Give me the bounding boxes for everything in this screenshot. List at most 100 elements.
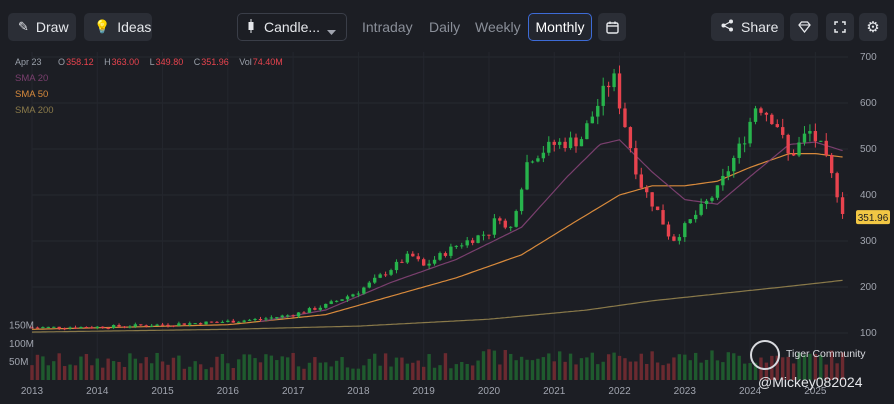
candle-body — [829, 155, 834, 174]
candle-body — [324, 303, 328, 308]
volume-bar — [530, 360, 535, 380]
volume-bar — [264, 354, 268, 380]
candle-body — [242, 320, 246, 322]
draw-button[interactable]: ✎ Draw — [8, 13, 76, 41]
candle-body — [160, 324, 165, 326]
tab-monthly[interactable]: Monthly — [528, 13, 592, 41]
candle-body — [525, 162, 529, 190]
candle-body — [449, 246, 453, 256]
volume-bar — [220, 353, 225, 380]
candle-body — [237, 321, 241, 323]
volume-bar — [514, 360, 518, 380]
candle-body — [421, 259, 426, 266]
candle-body — [552, 141, 556, 145]
candle-body — [334, 300, 339, 302]
legend-sma50[interactable]: SMA 50 — [15, 89, 49, 100]
candle-body — [139, 324, 143, 326]
ideas-button[interactable]: 💡 Ideas — [84, 13, 152, 41]
volume-bar — [204, 369, 208, 380]
volume-bar — [57, 353, 61, 380]
volume-bar — [155, 352, 159, 380]
tab-weekly[interactable]: Weekly — [475, 19, 521, 35]
volume-bar — [683, 354, 687, 380]
time-tick-label: 2014 — [86, 386, 109, 397]
calendar-button[interactable] — [598, 13, 626, 41]
volume-bar — [68, 364, 72, 380]
volume-bar — [188, 366, 192, 380]
tab-intraday[interactable]: Intraday — [362, 19, 413, 35]
candle-body — [258, 319, 263, 321]
volume-bar — [285, 357, 290, 380]
volume-bar — [612, 352, 616, 380]
volume-bar — [568, 353, 573, 380]
volume-bar — [253, 358, 257, 380]
time-tick-label: 2017 — [282, 386, 305, 397]
candle-body — [155, 324, 159, 326]
candle-body — [574, 137, 578, 147]
candle-body — [122, 326, 127, 328]
candles — [30, 65, 845, 331]
volume-bar — [639, 353, 643, 380]
time-tick-label: 2013 — [21, 386, 44, 397]
candle-body — [781, 127, 785, 135]
volume-bar — [715, 360, 720, 380]
volume-bar — [345, 367, 350, 380]
candle-body — [394, 261, 399, 271]
volume-bar — [775, 355, 779, 380]
candle-body — [786, 134, 790, 154]
candle-body — [666, 224, 671, 237]
volume-bar — [106, 358, 110, 380]
volume-bar — [634, 361, 638, 380]
candle-body — [808, 131, 812, 134]
volume-bar — [378, 365, 382, 380]
volume-tick-label: 100M — [9, 339, 34, 350]
candle-body — [530, 161, 535, 163]
candle-body — [677, 237, 682, 241]
volume-bar — [661, 365, 665, 380]
candle-body — [813, 131, 818, 142]
volume-bar — [198, 364, 203, 380]
candle-body — [557, 141, 562, 145]
volume-bar — [177, 355, 181, 380]
volume-bar — [737, 355, 741, 380]
settings-button[interactable]: ⚙ — [859, 13, 887, 41]
volume-bar — [367, 358, 371, 380]
candle-body — [547, 141, 551, 153]
premium-button[interactable] — [790, 13, 818, 41]
fullscreen-button[interactable] — [826, 13, 854, 41]
share-button[interactable]: Share — [711, 13, 784, 41]
candle-body — [373, 277, 377, 283]
volume-bar — [672, 357, 676, 380]
volume-bar — [655, 362, 660, 380]
volume-bar — [585, 357, 589, 380]
tab-daily[interactable]: Daily — [429, 19, 461, 35]
volume-bar — [144, 357, 148, 380]
chart-type-select[interactable]: Candle... — [237, 13, 347, 41]
candle-body — [737, 143, 741, 158]
volume-bar — [416, 360, 420, 380]
candle-body — [835, 173, 839, 198]
volume-bar — [509, 353, 513, 380]
candle-body — [405, 253, 410, 263]
candle-body — [30, 327, 34, 329]
time-axis: 2013 2014 2015 2016 2017 2018 2019 2020 2021 2022… — [21, 386, 827, 397]
candle-body — [460, 245, 464, 247]
time-tick-label: 2025 — [804, 386, 827, 397]
price-axis: 100 200 300 400 500 600 700 — [860, 52, 877, 339]
volume-bar — [541, 357, 546, 380]
candle-body — [514, 211, 518, 227]
time-tick-label: 2020 — [478, 386, 501, 397]
volume-bar — [596, 364, 600, 380]
chevron-down-icon — [327, 23, 336, 39]
candle-body — [117, 325, 121, 327]
candle-body — [596, 105, 600, 117]
time-tick-label: 2024 — [739, 386, 762, 397]
legend-sma20[interactable]: SMA 20 — [15, 73, 49, 84]
candle-body — [759, 108, 763, 113]
time-tick-label: 2023 — [674, 386, 697, 397]
volume-bar — [797, 352, 801, 380]
candle-body — [215, 321, 219, 323]
volume-bar — [666, 363, 671, 380]
legend-sma200[interactable]: SMA 200 — [15, 105, 54, 116]
